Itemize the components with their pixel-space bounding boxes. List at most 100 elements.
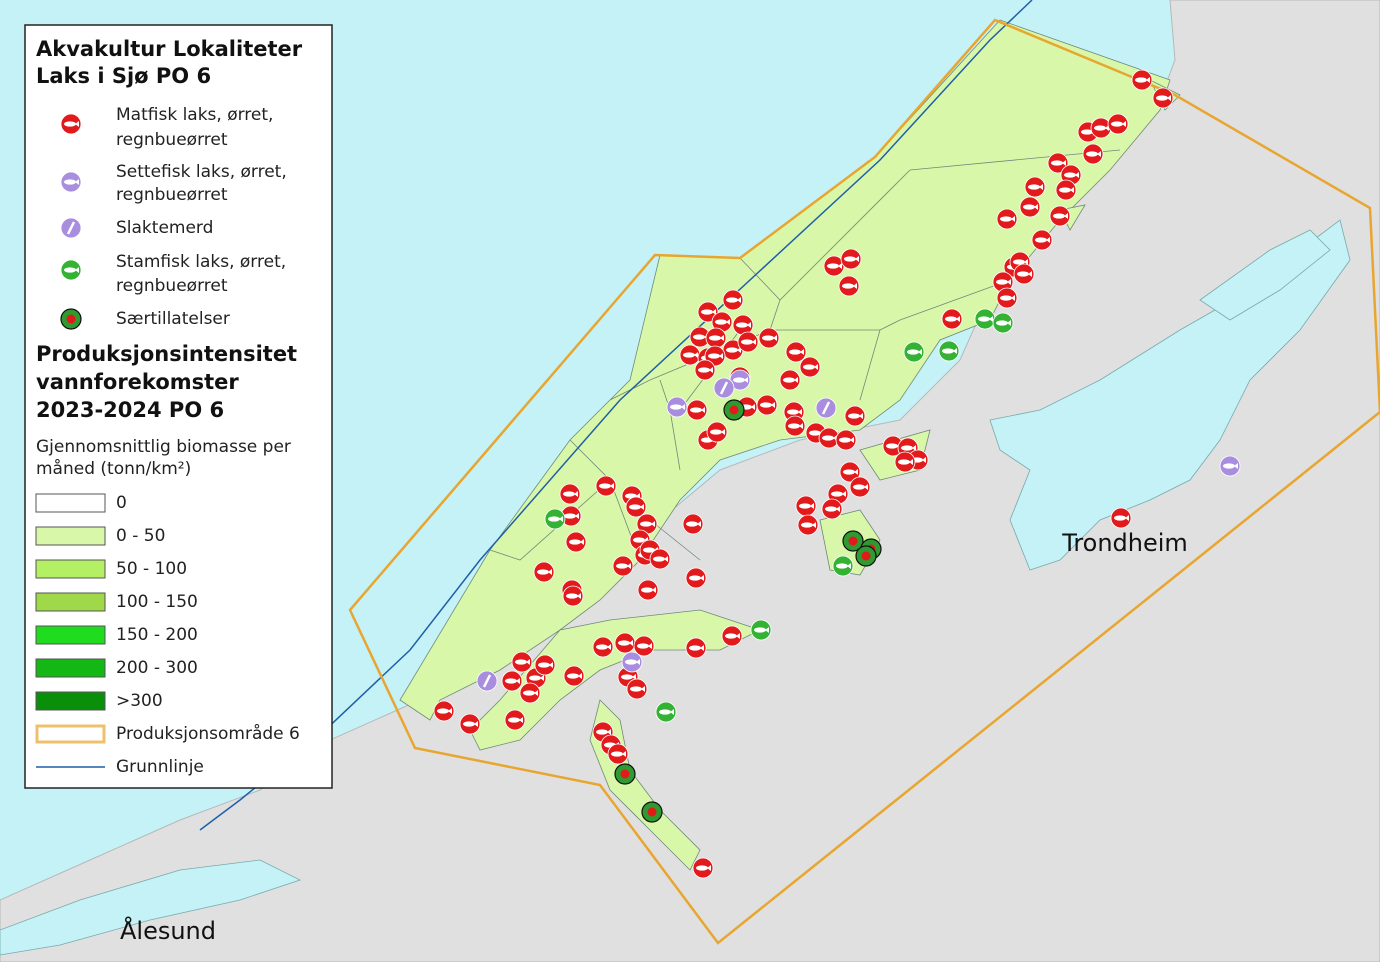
site-settefisk bbox=[666, 396, 688, 418]
symbol-fish bbox=[1028, 184, 1040, 190]
site-matfisk bbox=[1047, 152, 1069, 174]
site-matfisk bbox=[592, 636, 614, 658]
symbol-tail bbox=[842, 491, 846, 497]
symbol-fish bbox=[641, 587, 653, 593]
symbol-tail bbox=[629, 640, 633, 646]
symbol-tail bbox=[574, 491, 578, 497]
symbol-fish bbox=[1051, 160, 1063, 166]
symbol-tail bbox=[1011, 295, 1015, 301]
symbol-fish bbox=[701, 309, 713, 315]
site-matfisk bbox=[732, 314, 754, 336]
site-settefisk bbox=[1219, 455, 1241, 477]
symbol-fish bbox=[566, 593, 578, 599]
symbol-fish bbox=[670, 404, 682, 410]
site-matfisk bbox=[534, 654, 556, 676]
symbol-fish bbox=[515, 659, 527, 665]
legend-note: måned (tonn/km²) bbox=[36, 458, 191, 479]
symbol-tail bbox=[719, 353, 723, 359]
symbol-fish bbox=[825, 506, 837, 512]
site-matfisk bbox=[992, 271, 1014, 293]
symbol-fish bbox=[633, 537, 645, 543]
symbol-fish bbox=[599, 483, 611, 489]
site-saer bbox=[60, 308, 82, 330]
symbol-tail bbox=[1011, 216, 1015, 222]
site-matfisk bbox=[60, 113, 82, 135]
symbol-fish bbox=[523, 690, 535, 696]
site-stamfisk bbox=[974, 308, 996, 330]
legend-label: Særtillatelser bbox=[116, 309, 230, 329]
site-matfisk bbox=[595, 475, 617, 497]
place-label: Trondheim bbox=[1061, 529, 1188, 557]
symbol-fish bbox=[529, 675, 541, 681]
site-matfisk bbox=[882, 435, 904, 457]
site-matfisk bbox=[1019, 196, 1041, 218]
site-matfisk bbox=[894, 451, 916, 473]
symbol-tail bbox=[627, 563, 631, 569]
legend-swatch bbox=[35, 526, 106, 546]
symbol-tail bbox=[632, 674, 636, 680]
symbol-fish bbox=[505, 678, 517, 684]
symbol-tail bbox=[744, 377, 748, 383]
site-slaktemerd bbox=[60, 217, 82, 239]
symbol-fish bbox=[64, 179, 76, 185]
site-stamfisk bbox=[832, 555, 854, 577]
site-settefisk bbox=[621, 651, 643, 673]
symbol-tail bbox=[610, 483, 614, 489]
site-matfisk bbox=[612, 555, 634, 577]
inner-fjord bbox=[1199, 229, 1331, 321]
symbol-fish bbox=[689, 645, 701, 651]
symbol-tail bbox=[577, 593, 581, 599]
site-saer bbox=[614, 763, 636, 785]
site-stamfisk bbox=[938, 340, 960, 362]
site-settefisk bbox=[729, 369, 751, 391]
symbol-fish bbox=[1053, 213, 1065, 219]
symbol-tail bbox=[847, 563, 851, 569]
site-matfisk bbox=[565, 531, 587, 553]
symbol-fish bbox=[629, 504, 641, 510]
legend-subtitle: 2023-2024 PO 6 bbox=[36, 398, 224, 422]
symbol-fish bbox=[788, 423, 800, 429]
site-saer bbox=[855, 545, 877, 567]
symbol-fish bbox=[621, 674, 633, 680]
site-matfisk bbox=[1082, 143, 1104, 165]
legend-swatch bbox=[35, 691, 106, 711]
symbol-fish bbox=[564, 513, 576, 519]
site-matfisk bbox=[779, 369, 801, 391]
site-settefisk bbox=[60, 171, 82, 193]
symbol-tail bbox=[736, 633, 740, 639]
symbol-tail bbox=[773, 335, 777, 341]
legend-note: Gjennomsnittlig biomasse per bbox=[36, 437, 291, 457]
symbol-tail bbox=[516, 678, 520, 684]
symbol-tail bbox=[737, 297, 741, 303]
site-matfisk bbox=[996, 287, 1018, 309]
symbol-fish bbox=[616, 563, 628, 569]
site-matfisk bbox=[1055, 179, 1077, 201]
symbol-fish bbox=[736, 322, 748, 328]
symbol-fish bbox=[643, 547, 655, 553]
site-saer bbox=[641, 801, 663, 823]
legend-label: 50 - 100 bbox=[116, 559, 187, 579]
site-matfisk bbox=[756, 394, 778, 416]
symbol-tail bbox=[853, 283, 857, 289]
symbol-tail bbox=[1097, 151, 1101, 157]
production-area bbox=[348, 18, 1380, 945]
symbol-tail bbox=[75, 121, 79, 127]
symbol-tail bbox=[712, 309, 716, 315]
site-matfisk bbox=[996, 208, 1018, 230]
symbol-tail bbox=[700, 645, 704, 651]
symbol-tail bbox=[607, 644, 611, 650]
site-matfisk bbox=[705, 327, 727, 349]
symbol-tail bbox=[989, 316, 993, 322]
symbol-tail bbox=[681, 404, 685, 410]
site-matfisk bbox=[844, 405, 866, 427]
symbol-fish bbox=[698, 367, 710, 373]
symbol-fish bbox=[848, 413, 860, 419]
symbol-fish bbox=[907, 349, 919, 355]
symbol-tail bbox=[799, 423, 803, 429]
site-matfisk bbox=[722, 289, 744, 311]
symbol-fish bbox=[945, 316, 957, 322]
symbol-fish bbox=[789, 349, 801, 355]
symbol-tail bbox=[720, 335, 724, 341]
site-stamfisk bbox=[903, 341, 925, 363]
site-matfisk bbox=[694, 359, 716, 381]
